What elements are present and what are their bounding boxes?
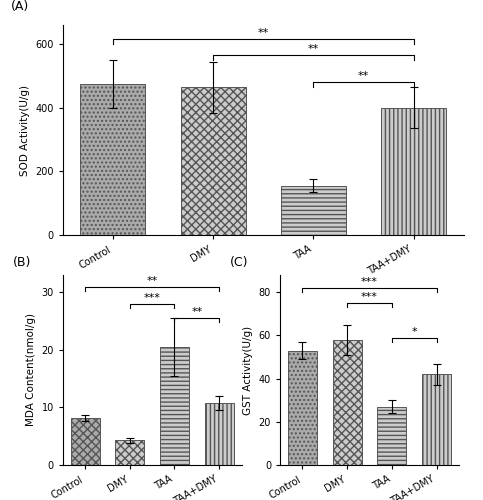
Text: **: ** <box>191 308 202 318</box>
Text: (A): (A) <box>11 0 29 13</box>
Text: (B): (B) <box>13 256 31 269</box>
Text: ***: *** <box>361 292 378 302</box>
Y-axis label: MDA Content(nmol/g): MDA Content(nmol/g) <box>26 314 36 426</box>
Bar <box>71 418 99 465</box>
Text: **: ** <box>358 72 369 82</box>
Bar <box>80 84 145 235</box>
Y-axis label: SOD Activity(U/g): SOD Activity(U/g) <box>20 84 30 176</box>
Text: ***: *** <box>361 277 378 287</box>
Text: ***: *** <box>144 293 160 303</box>
Bar <box>422 374 451 465</box>
Text: **: ** <box>257 28 269 38</box>
Bar <box>281 186 346 235</box>
Bar <box>181 87 246 235</box>
Bar <box>160 347 189 465</box>
Bar <box>333 340 362 465</box>
Text: (C): (C) <box>230 256 249 269</box>
Bar <box>205 403 234 465</box>
Text: **: ** <box>308 44 319 54</box>
Text: *: * <box>412 327 417 337</box>
Bar <box>115 440 144 465</box>
Bar <box>288 350 317 465</box>
Y-axis label: GST Activity(U/g): GST Activity(U/g) <box>243 326 253 414</box>
Bar <box>381 108 446 235</box>
Text: **: ** <box>146 276 158 285</box>
Bar <box>377 406 406 465</box>
